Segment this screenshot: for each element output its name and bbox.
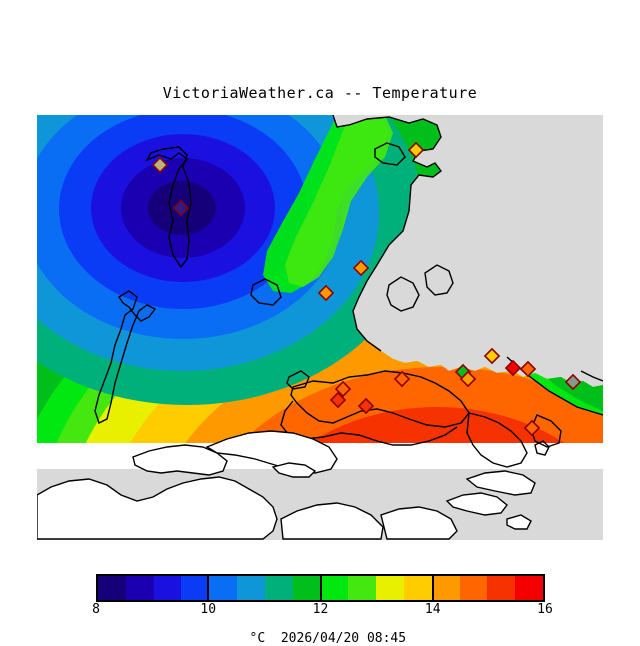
colorbar-bands	[98, 576, 543, 600]
colorbar-band-6	[264, 576, 293, 600]
station-marker[interactable]	[407, 141, 425, 159]
station-marker[interactable]	[483, 347, 501, 365]
map-svg	[37, 115, 603, 540]
footer-caption: °C 2026/04/20 08:45	[0, 616, 640, 646]
station-marker[interactable]	[393, 370, 411, 388]
colorbar-label-16: 16	[537, 602, 553, 617]
station-markers[interactable]	[151, 141, 582, 437]
station-marker[interactable]	[334, 380, 352, 398]
colorbar-band-2	[153, 576, 182, 600]
colorbar-band-0	[98, 576, 126, 600]
timestamp-label: 2026/04/20 08:45	[280, 631, 407, 646]
station-marker[interactable]	[317, 284, 335, 302]
colorbar-label-8: 8	[92, 602, 100, 617]
colorbar-band-14	[487, 576, 516, 600]
colorbar-label-10: 10	[200, 602, 217, 617]
colorbar-band-4	[209, 576, 238, 600]
colorbar-band-10	[376, 576, 404, 600]
colorbar-band-1	[125, 576, 154, 600]
lower-coastlines	[37, 430, 536, 540]
colorbar-label-12: 12	[312, 602, 329, 617]
station-marker[interactable]	[564, 373, 582, 391]
colorbar-band-7	[292, 576, 321, 600]
colorbar	[96, 574, 545, 602]
station-marker[interactable]	[172, 199, 190, 217]
station-marker[interactable]	[357, 397, 375, 415]
temperature-map-panel	[37, 115, 603, 540]
station-marker[interactable]	[352, 259, 370, 277]
colorbar-band-9	[348, 576, 377, 600]
station-marker[interactable]	[519, 360, 537, 378]
page-title: VictoriaWeather.ca -- Temperature	[162, 84, 478, 102]
colorbar-band-12	[431, 576, 460, 600]
colorbar-tick-labels: 8 10 12 14 16	[0, 602, 640, 618]
colorbar-label-14: 14	[424, 602, 441, 617]
colorbar-band-8	[320, 576, 349, 600]
station-marker[interactable]	[459, 370, 477, 388]
coastlines	[94, 115, 603, 468]
colorbar-band-5	[237, 576, 265, 600]
station-marker[interactable]	[504, 359, 522, 377]
station-marker[interactable]	[329, 391, 347, 409]
colorbar-band-15	[515, 576, 543, 600]
colorbar-band-3	[181, 576, 210, 600]
units-label: °C	[249, 631, 266, 646]
station-marker[interactable]	[151, 156, 169, 174]
colorbar-band-11	[403, 576, 432, 600]
colorbar-band-13	[459, 576, 488, 600]
station-marker[interactable]	[523, 419, 541, 437]
